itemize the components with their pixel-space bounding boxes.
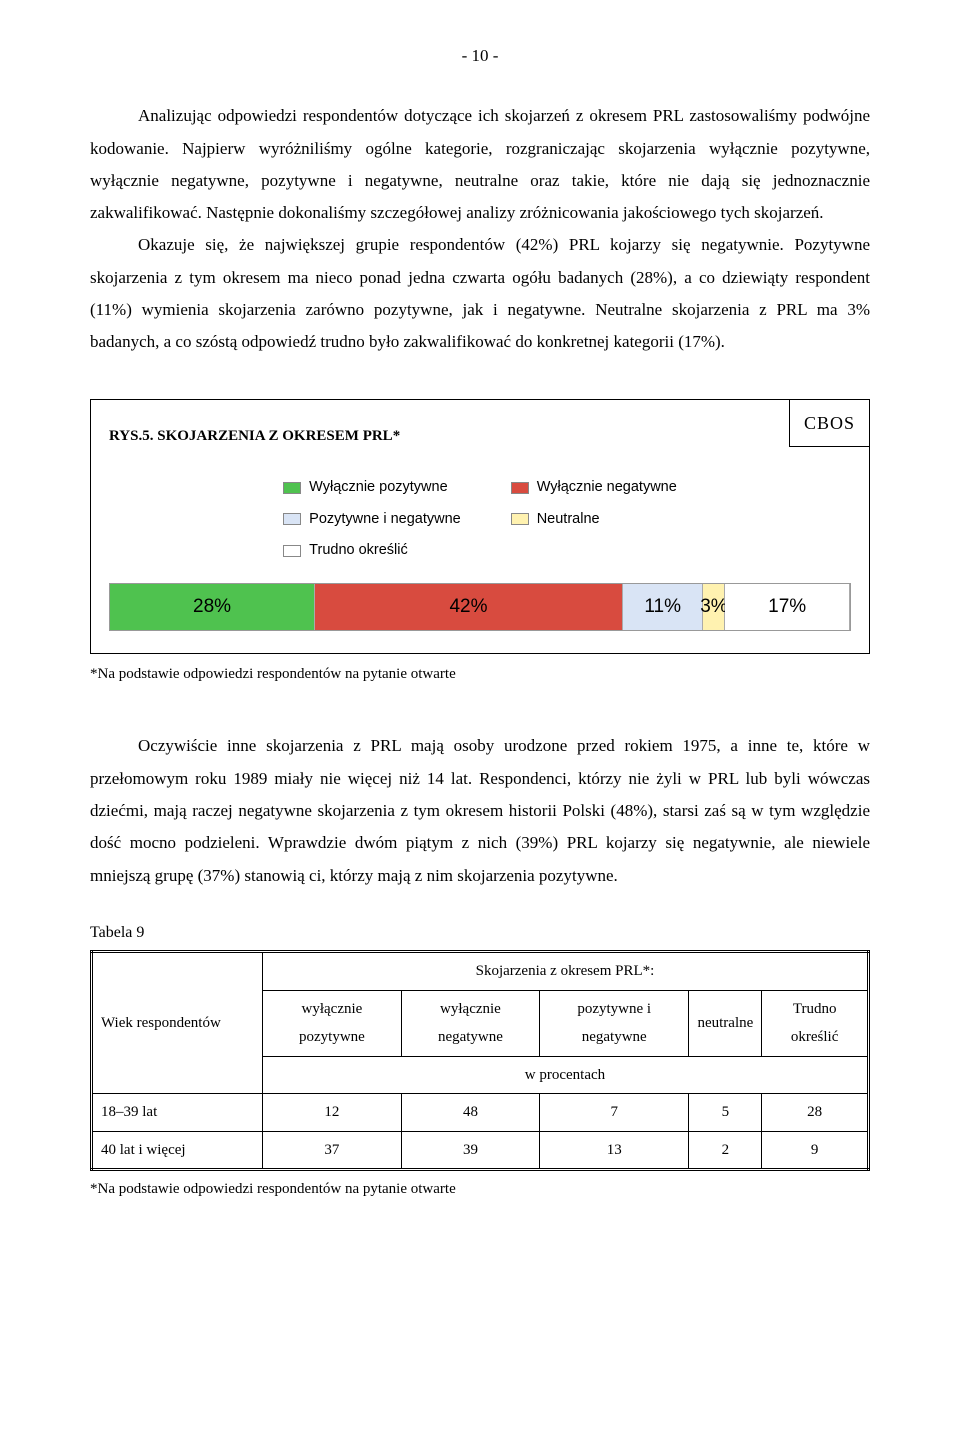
- table-cell: 28: [762, 1094, 869, 1132]
- table-cell: 2: [689, 1131, 762, 1170]
- chart-footnote: *Na podstawie odpowiedzi respondentów na…: [90, 660, 870, 689]
- stacked-bar-chart: 28%42%11%3%17%: [109, 583, 851, 631]
- paragraph-3: Oczywiście inne skojarzenia z PRL mają o…: [90, 730, 870, 891]
- paragraph-2: Okazuje się, że największej grupie respo…: [90, 229, 870, 358]
- table-col-header: wyłącznie negatywne: [401, 990, 539, 1056]
- bar-segment: 11%: [623, 584, 704, 630]
- legend-label: Pozytywne i negatywne: [309, 506, 461, 534]
- table-cell: 12: [262, 1094, 401, 1132]
- table-cell: 13: [540, 1131, 689, 1170]
- table-cell: 7: [540, 1094, 689, 1132]
- legend-swatch: [283, 545, 301, 557]
- legend-item: Wyłącznie pozytywne: [283, 474, 461, 502]
- bar-segment: 3%: [703, 584, 725, 630]
- table-col-header: wyłącznie pozytywne: [262, 990, 401, 1056]
- table-row-label: 40 lat i więcej: [92, 1131, 263, 1170]
- legend-item: Neutralne: [511, 506, 677, 534]
- table-rowheader-title: Wiek respondentów: [92, 952, 263, 1094]
- cbos-badge: CBOS: [789, 399, 870, 447]
- paragraph-1: Analizując odpowiedzi respondentów dotyc…: [90, 100, 870, 229]
- table-cell: 37: [262, 1131, 401, 1170]
- page-number: - 10 -: [90, 40, 870, 72]
- legend-item: Pozytywne i negatywne: [283, 506, 461, 534]
- table-col-header: pozytywne i negatywne: [540, 990, 689, 1056]
- legend-swatch: [283, 482, 301, 494]
- table-cell: 39: [401, 1131, 539, 1170]
- legend-swatch: [511, 513, 529, 525]
- bar-segment: 42%: [315, 584, 623, 630]
- table-footnote: *Na podstawie odpowiedzi respondentów na…: [90, 1175, 870, 1204]
- legend-swatch: [511, 482, 529, 494]
- legend-label: Wyłącznie pozytywne: [309, 474, 447, 502]
- legend-label: Wyłącznie negatywne: [537, 474, 677, 502]
- legend-item: Trudno określić: [283, 537, 461, 565]
- legend-label: Neutralne: [537, 506, 600, 534]
- table-cell: 48: [401, 1094, 539, 1132]
- table-caption: Tabela 9: [90, 918, 870, 948]
- table-row: 40 lat i więcej37391329: [92, 1131, 869, 1170]
- bar-segment: 28%: [110, 584, 315, 630]
- table-subheader: w procentach: [262, 1056, 868, 1094]
- legend-swatch: [283, 513, 301, 525]
- table-row-label: 18–39 lat: [92, 1094, 263, 1132]
- table-col-header: Trudno określić: [762, 990, 869, 1056]
- table-cell: 9: [762, 1131, 869, 1170]
- chart-container: CBOS RYS.5. SKOJARZENIA Z OKRESEM PRL* W…: [90, 399, 870, 654]
- chart-title: RYS.5. SKOJARZENIA Z OKRESEM PRL*: [109, 422, 851, 451]
- table-cell: 5: [689, 1094, 762, 1132]
- legend-label: Trudno określić: [309, 537, 408, 565]
- table-row: 18–39 lat12487528: [92, 1094, 869, 1132]
- table-col-header: neutralne: [689, 990, 762, 1056]
- legend-item: Wyłącznie negatywne: [511, 474, 677, 502]
- chart-legend: Wyłącznie pozytywne Wyłącznie negatywne Po…: [109, 474, 851, 565]
- bar-segment: 17%: [725, 584, 850, 630]
- table-header-top: Skojarzenia z okresem PRL*:: [262, 952, 868, 991]
- data-table: Wiek respondentówSkojarzenia z okresem P…: [90, 950, 870, 1171]
